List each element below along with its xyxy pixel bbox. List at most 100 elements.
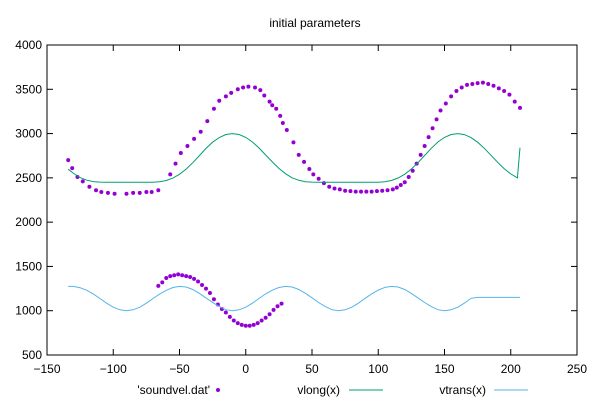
y-tick-label: 3000 (15, 127, 42, 141)
y-tick-label: 4000 (15, 38, 42, 52)
legend-marker (216, 388, 220, 392)
data-point (422, 143, 427, 148)
data-point (235, 321, 240, 326)
y-tick-label: 1000 (15, 304, 42, 318)
data-point (359, 189, 364, 194)
series-soundvel-points (66, 80, 523, 328)
data-point (192, 276, 197, 281)
data-point (223, 310, 228, 315)
series-layer (66, 80, 523, 328)
data-point (168, 172, 173, 177)
data-point (94, 188, 99, 193)
data-point (211, 106, 216, 111)
legend: 'soundvel.dat' vlong(x) vtrans(x) (137, 383, 528, 397)
data-point (518, 105, 523, 110)
data-point (459, 85, 464, 90)
data-point (66, 158, 71, 163)
data-point (124, 191, 129, 196)
legend-label: vlong(x) (297, 383, 340, 397)
data-point (70, 166, 75, 171)
data-point (390, 187, 395, 192)
data-point (496, 86, 501, 91)
data-point (502, 89, 507, 94)
data-point (343, 188, 348, 193)
plot-border (46, 44, 578, 356)
data-point (337, 187, 342, 192)
data-point (239, 322, 244, 327)
data-point (279, 301, 284, 306)
data-point (217, 98, 222, 103)
data-point (253, 85, 258, 90)
x-tick-label: −100 (100, 362, 127, 376)
data-point (231, 318, 236, 323)
data-point (178, 151, 183, 156)
data-point (205, 119, 210, 124)
data-point (296, 152, 301, 157)
data-point (255, 321, 260, 326)
data-point (385, 188, 390, 193)
data-point (480, 80, 485, 85)
data-point (229, 90, 234, 95)
data-point (112, 191, 117, 196)
data-point (369, 189, 374, 194)
data-point (507, 92, 512, 97)
y-tick-label: 500 (22, 348, 42, 362)
data-point (430, 126, 435, 131)
data-point (207, 291, 212, 295)
data-point (75, 174, 80, 179)
data-point (486, 81, 491, 86)
data-point (87, 184, 92, 189)
data-point (398, 182, 403, 187)
data-point (80, 179, 85, 184)
data-point (278, 113, 283, 118)
data-point (172, 273, 177, 278)
x-tick-label: −150 (33, 362, 60, 376)
data-point (105, 190, 110, 195)
y-tick-label: 3500 (15, 82, 42, 96)
data-point (380, 188, 385, 193)
data-point (137, 190, 142, 195)
data-point (267, 99, 272, 104)
data-point (196, 279, 201, 284)
data-point (438, 108, 443, 113)
legend-label: vtrans(x) (439, 383, 486, 397)
data-point (394, 185, 399, 190)
x-tick-label: −50 (169, 362, 190, 376)
data-point (316, 176, 321, 181)
chart-title: initial parameters (269, 16, 360, 30)
data-point (184, 274, 189, 279)
data-point (241, 85, 246, 90)
data-point (274, 106, 279, 111)
data-point (465, 82, 470, 87)
data-point (223, 94, 228, 99)
data-point (402, 180, 407, 185)
data-point (271, 307, 276, 312)
data-point (192, 136, 197, 141)
data-point (263, 315, 268, 320)
data-point (243, 323, 248, 328)
data-point (144, 190, 149, 195)
data-point (410, 168, 415, 173)
data-point (291, 140, 296, 145)
legend-label: 'soundvel.dat' (137, 383, 210, 397)
x-tick-label: 100 (368, 362, 388, 376)
data-point (348, 189, 353, 194)
data-point (262, 93, 267, 98)
data-point (426, 135, 431, 140)
data-point (251, 322, 256, 327)
data-point (258, 88, 263, 93)
data-point (156, 188, 161, 193)
series-vlong-line (67, 133, 521, 183)
data-point (149, 190, 154, 195)
data-point (491, 83, 496, 88)
data-point (321, 181, 326, 186)
data-point (475, 81, 480, 86)
data-point (204, 286, 208, 291)
y-tick-label: 1500 (15, 259, 42, 273)
data-point (267, 312, 272, 317)
x-tick-label: 50 (305, 362, 319, 376)
data-point (173, 161, 178, 166)
data-point (176, 272, 181, 277)
data-point (99, 190, 104, 195)
